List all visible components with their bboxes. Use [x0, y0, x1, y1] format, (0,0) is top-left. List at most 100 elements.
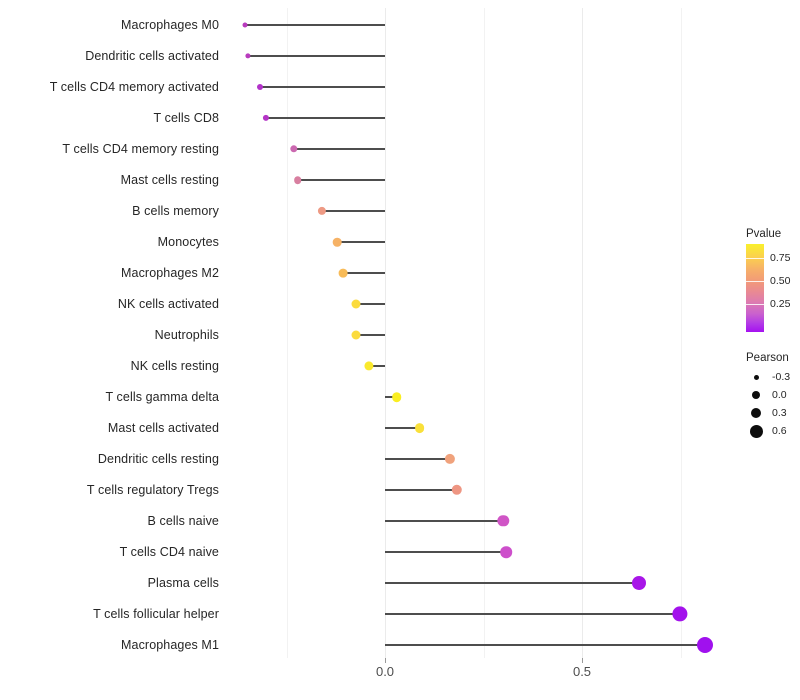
- lollipop-point[interactable]: [631, 576, 646, 590]
- size-legend-item: 0.0: [746, 386, 790, 404]
- size-legend-dot-cell: [746, 424, 766, 438]
- lollipop-point[interactable]: [497, 515, 509, 527]
- lollipop-point[interactable]: [256, 84, 263, 90]
- colorbar-tick-mark: [764, 258, 767, 260]
- lollipop-stem: [356, 303, 385, 305]
- lollipop-stem: [385, 551, 507, 553]
- lollipop-stem: [385, 613, 680, 615]
- colorbar-tick-mark: [764, 303, 767, 305]
- lollipop-point[interactable]: [451, 484, 462, 496]
- lollipop-stem: [337, 241, 385, 243]
- lollipop-point[interactable]: [317, 206, 326, 216]
- gridline-minor: [286, 8, 288, 658]
- category-label: T cells CD4 naive: [119, 545, 219, 559]
- colorbar-tick-label: 0.25: [770, 297, 791, 310]
- colorbar-tick: [746, 258, 764, 260]
- category-label: T cells gamma delta: [105, 390, 219, 404]
- size-legend-dot: [750, 407, 762, 419]
- lollipop-stem: [385, 458, 450, 460]
- pvalue-legend-title: Pvalue: [746, 228, 782, 240]
- lollipop-point[interactable]: [672, 606, 688, 622]
- lollipop-stem: [385, 644, 706, 646]
- size-legend-dot: [753, 374, 759, 380]
- lollipop-point[interactable]: [242, 22, 248, 28]
- category-label: Neutrophils: [154, 328, 219, 342]
- lollipop-point[interactable]: [364, 361, 374, 371]
- pvalue-color-legend: Pvalue 0.75 0.50 0.25: [746, 228, 790, 332]
- category-label: Dendritic cells resting: [97, 452, 219, 466]
- category-label: T cells CD4 memory activated: [49, 80, 219, 94]
- category-label: Macrophages M2: [121, 266, 219, 280]
- size-legend-dot: [749, 424, 763, 438]
- lollipop-point[interactable]: [293, 176, 302, 184]
- gridline-minor: [680, 8, 682, 658]
- gridline-major: [385, 8, 386, 658]
- category-label: NK cells resting: [130, 359, 219, 373]
- colorbar-tick: [746, 280, 764, 282]
- lollipop-point[interactable]: [262, 114, 269, 122]
- lollipop-point[interactable]: [444, 453, 455, 465]
- size-legend-dot: [752, 391, 760, 399]
- x-axis-tick-label: 0.5: [572, 664, 592, 679]
- category-label: Mast cells resting: [120, 173, 219, 187]
- pearson-size-legend: Pearson -0.3 0.0 0.3 0.6: [746, 352, 790, 440]
- lollipop-stem: [385, 427, 420, 429]
- colorbar-tick: [746, 303, 764, 305]
- lollipop-stem: [385, 489, 457, 491]
- category-label: Dendritic cells activated: [85, 49, 219, 63]
- size-legend-item: 0.3: [746, 404, 790, 422]
- lollipop-point[interactable]: [392, 392, 402, 402]
- category-label: Plasma cells: [147, 576, 219, 590]
- category-label: B cells memory: [132, 204, 219, 218]
- pvalue-gradient: [746, 244, 764, 332]
- lollipop-point[interactable]: [333, 237, 342, 247]
- colorbar-tick-mark: [764, 280, 767, 282]
- pearson-legend-title: Pearson: [746, 352, 789, 364]
- category-label: Mast cells activated: [107, 421, 219, 435]
- lollipop-point[interactable]: [500, 546, 513, 558]
- x-axis-tick-mark: [385, 658, 386, 663]
- lollipop-point[interactable]: [414, 423, 425, 433]
- lollipop-point[interactable]: [351, 299, 361, 309]
- lollipop-stem: [247, 55, 385, 57]
- lollipop-point[interactable]: [289, 145, 298, 153]
- category-label: Macrophages M0: [121, 18, 219, 32]
- lollipop-stem: [244, 24, 385, 26]
- size-legend-dot-cell: [746, 374, 766, 380]
- x-axis-tick-label: 0.0: [375, 664, 395, 679]
- lollipop-stem: [343, 272, 385, 274]
- size-legend-item: 0.6: [746, 422, 790, 440]
- category-label: T cells CD4 memory resting: [62, 142, 219, 156]
- gridline-major: [582, 8, 583, 658]
- category-label: T cells regulatory Tregs: [86, 483, 219, 497]
- lollipop-stem: [321, 210, 385, 212]
- size-legend-label: 0.0: [772, 389, 787, 401]
- size-legend-label: -0.3: [772, 371, 791, 383]
- category-label: T cells CD8: [153, 111, 219, 125]
- lollipop-point[interactable]: [697, 637, 714, 653]
- size-legend-label: 0.6: [772, 425, 787, 437]
- lollipop-point[interactable]: [351, 330, 361, 340]
- colorbar-tick-label: 0.50: [770, 274, 791, 287]
- lollipop-point[interactable]: [338, 268, 348, 278]
- category-label: Monocytes: [157, 235, 219, 249]
- size-legend-dot-cell: [746, 407, 766, 419]
- plot-panel: Macrophages M0 Dendritic cells activated T…: [49, 8, 714, 658]
- x-axis-tick-mark: [582, 658, 583, 663]
- pvalue-colorbar: 0.75 0.50 0.25: [746, 244, 790, 332]
- category-label: NK cells activated: [117, 297, 219, 311]
- lollipop-stem: [297, 179, 385, 181]
- lollipop-stem: [385, 396, 397, 398]
- lollipop-stem: [385, 520, 504, 522]
- category-label: T cells follicular helper: [93, 607, 219, 621]
- colorbar-tick-label: 0.75: [770, 252, 791, 265]
- lollipop-stem: [293, 148, 385, 150]
- lollipop-point[interactable]: [245, 53, 251, 59]
- lollipop-stem: [385, 582, 639, 584]
- category-label: B cells naive: [147, 514, 219, 528]
- size-legend-item: -0.3: [746, 368, 790, 386]
- gridline-minor: [483, 8, 485, 658]
- lollipop-stem: [356, 334, 385, 336]
- size-legend-dot-cell: [746, 391, 766, 399]
- lollipop-stem: [369, 365, 385, 367]
